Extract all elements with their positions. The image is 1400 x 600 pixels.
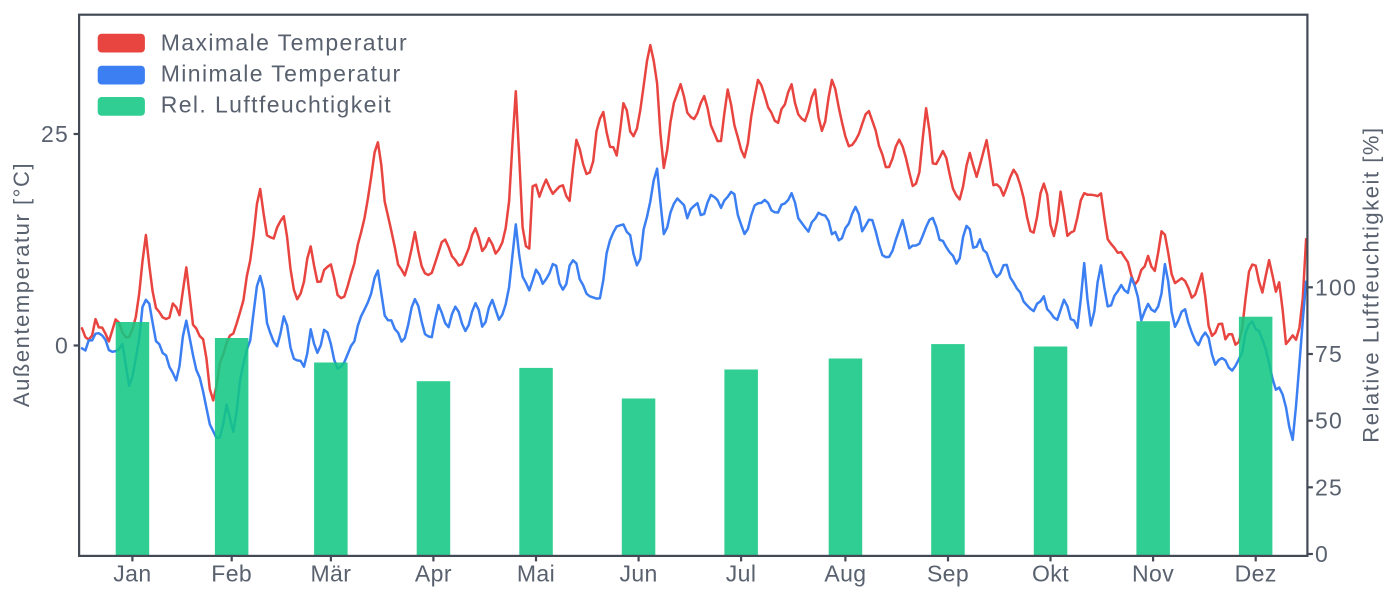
svg-text:Rel. Luftfeuchtigkeit: Rel. Luftfeuchtigkeit xyxy=(161,92,392,118)
svg-text:Mai: Mai xyxy=(517,561,555,587)
svg-text:0: 0 xyxy=(1315,541,1329,567)
svg-text:100: 100 xyxy=(1315,274,1357,300)
svg-text:Mär: Mär xyxy=(310,561,351,587)
svg-text:Maximale Temperatur: Maximale Temperatur xyxy=(161,30,408,56)
svg-text:25: 25 xyxy=(41,121,69,147)
svg-text:Okt: Okt xyxy=(1032,561,1069,587)
svg-text:Jul: Jul xyxy=(726,561,757,587)
svg-text:Aug: Aug xyxy=(824,561,866,587)
svg-text:Sep: Sep xyxy=(927,561,969,587)
svg-text:Minimale Temperatur: Minimale Temperatur xyxy=(161,61,402,87)
svg-text:0: 0 xyxy=(55,333,69,359)
svg-text:Jan: Jan xyxy=(113,561,151,587)
svg-text:50: 50 xyxy=(1315,408,1343,434)
svg-text:Außentemperatur [°C]: Außentemperatur [°C] xyxy=(9,162,34,407)
svg-text:Nov: Nov xyxy=(1132,561,1174,587)
svg-text:Jun: Jun xyxy=(619,561,657,587)
svg-text:Feb: Feb xyxy=(211,561,252,587)
svg-text:75: 75 xyxy=(1315,341,1343,367)
svg-text:Apr: Apr xyxy=(415,561,452,587)
svg-text:Relative Luftfeuchtigkeit [%]: Relative Luftfeuchtigkeit [%] xyxy=(1359,126,1384,442)
svg-text:25: 25 xyxy=(1315,474,1343,500)
svg-text:Dez: Dez xyxy=(1235,561,1277,587)
